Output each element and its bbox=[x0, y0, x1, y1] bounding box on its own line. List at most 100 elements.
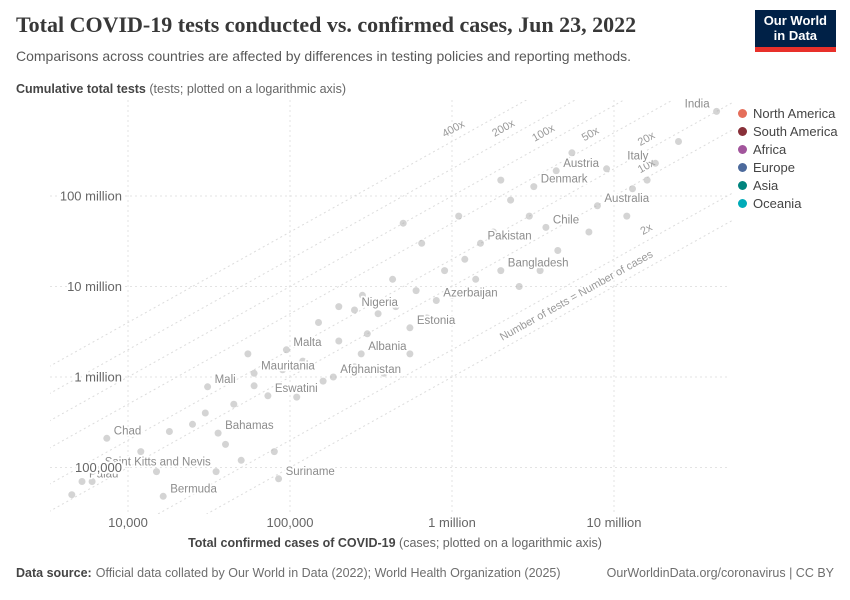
data-point[interactable] bbox=[507, 196, 515, 204]
owid-logo[interactable]: Our World in Data bbox=[754, 10, 836, 52]
data-point[interactable] bbox=[525, 212, 533, 220]
country-label-pakistan[interactable]: Pakistan bbox=[486, 229, 534, 245]
data-point-bangladesh[interactable] bbox=[497, 267, 505, 275]
data-point-eswatini[interactable] bbox=[264, 392, 272, 400]
data-point[interactable] bbox=[374, 310, 382, 318]
country-label-saint-kitts-and-nevis[interactable]: Saint Kitts and Nevis bbox=[103, 455, 213, 471]
country-label-bangladesh[interactable]: Bangladesh bbox=[506, 256, 570, 272]
data-point[interactable] bbox=[173, 484, 181, 492]
data-point[interactable] bbox=[189, 420, 196, 428]
data-point[interactable] bbox=[448, 291, 456, 299]
data-point[interactable] bbox=[643, 176, 651, 184]
country-label-eswatini[interactable]: Eswatini bbox=[273, 381, 319, 397]
country-label-australia[interactable]: Australia bbox=[603, 191, 652, 207]
country-label-india[interactable]: India bbox=[683, 97, 712, 113]
data-point[interactable] bbox=[418, 239, 426, 247]
country-label-chile[interactable]: Chile bbox=[551, 213, 581, 229]
data-point-saint-kitts-and-nevis[interactable] bbox=[94, 466, 102, 473]
data-point[interactable] bbox=[270, 448, 278, 456]
legend-item-europe[interactable]: Europe bbox=[738, 158, 838, 176]
data-point-denmark[interactable] bbox=[530, 183, 538, 191]
data-point[interactable] bbox=[117, 456, 125, 464]
data-point-nigeria[interactable] bbox=[351, 306, 358, 314]
country-label-albania[interactable]: Albania bbox=[366, 339, 408, 355]
country-label-azerbaijan[interactable]: Azerbaijan bbox=[442, 286, 500, 302]
data-point[interactable] bbox=[363, 330, 371, 338]
data-point[interactable] bbox=[392, 303, 400, 311]
data-point-mauritania[interactable] bbox=[250, 369, 258, 377]
data-point[interactable] bbox=[568, 149, 576, 157]
data-point-bahamas[interactable] bbox=[214, 429, 222, 437]
country-label-nigeria[interactable]: Nigeria bbox=[360, 295, 401, 311]
legend-item-asia[interactable]: Asia bbox=[738, 176, 838, 194]
data-point-chad[interactable] bbox=[103, 434, 111, 442]
data-point[interactable] bbox=[299, 357, 307, 365]
data-point[interactable] bbox=[165, 428, 173, 435]
data-point[interactable] bbox=[315, 319, 322, 326]
data-point[interactable] bbox=[153, 468, 160, 476]
country-label-estonia[interactable]: Estonia bbox=[415, 313, 457, 329]
data-point-mali[interactable] bbox=[204, 383, 212, 391]
data-point[interactable] bbox=[335, 337, 343, 345]
data-point[interactable] bbox=[222, 440, 229, 448]
data-point-chile[interactable] bbox=[542, 223, 550, 231]
country-label-chad[interactable]: Chad bbox=[112, 424, 143, 440]
data-point[interactable] bbox=[406, 350, 414, 358]
data-point[interactable] bbox=[68, 491, 76, 499]
owid-link[interactable]: OurWorldinData.org/coronavirus | CC BY bbox=[606, 566, 834, 580]
data-point[interactable] bbox=[554, 247, 562, 254]
country-label-austria[interactable]: Austria bbox=[561, 156, 601, 172]
country-label-malta[interactable]: Malta bbox=[292, 335, 324, 351]
data-point[interactable] bbox=[358, 291, 366, 299]
data-point[interactable] bbox=[441, 267, 449, 275]
data-point-palau[interactable] bbox=[78, 478, 86, 485]
data-point[interactable] bbox=[603, 165, 611, 173]
data-point-pakistan[interactable] bbox=[477, 239, 484, 247]
data-point[interactable] bbox=[515, 283, 523, 290]
data-point[interactable] bbox=[585, 228, 593, 236]
data-point[interactable] bbox=[497, 176, 505, 184]
data-point[interactable] bbox=[423, 314, 431, 322]
data-point[interactable] bbox=[455, 212, 463, 220]
legend-item-north-america[interactable]: North America bbox=[738, 104, 838, 122]
data-point[interactable] bbox=[250, 382, 258, 390]
data-point[interactable] bbox=[244, 350, 252, 358]
data-point[interactable] bbox=[261, 420, 269, 428]
data-point[interactable] bbox=[389, 275, 397, 283]
data-point[interactable] bbox=[623, 212, 631, 220]
data-point-austria[interactable] bbox=[552, 167, 560, 175]
country-label-palau[interactable]: Palau bbox=[87, 467, 120, 483]
country-label-denmark[interactable]: Denmark bbox=[539, 172, 589, 188]
data-point[interactable] bbox=[675, 138, 682, 145]
data-point[interactable] bbox=[88, 478, 96, 485]
data-point[interactable] bbox=[536, 267, 544, 275]
data-point[interactable] bbox=[319, 377, 327, 385]
data-point[interactable] bbox=[279, 366, 287, 374]
data-point[interactable] bbox=[399, 219, 407, 227]
data-point-azerbaijan[interactable] bbox=[432, 297, 440, 304]
data-point[interactable] bbox=[461, 255, 469, 263]
data-point[interactable] bbox=[212, 468, 220, 476]
country-label-afghanistan[interactable]: Afghanistan bbox=[339, 362, 403, 378]
data-point-italy[interactable] bbox=[651, 159, 659, 167]
country-label-italy[interactable]: Italy bbox=[626, 149, 651, 165]
data-point-australia[interactable] bbox=[593, 202, 601, 210]
country-label-mauritania[interactable]: Mauritania bbox=[259, 359, 317, 375]
data-point[interactable] bbox=[472, 275, 480, 283]
data-point[interactable] bbox=[380, 369, 388, 377]
data-point[interactable] bbox=[137, 448, 145, 456]
data-point[interactable] bbox=[335, 303, 343, 311]
country-label-bahamas[interactable]: Bahamas bbox=[223, 418, 275, 434]
data-point-estonia[interactable] bbox=[406, 324, 414, 332]
data-point[interactable] bbox=[230, 400, 238, 408]
country-label-bermuda[interactable]: Bermuda bbox=[168, 482, 219, 498]
legend-item-oceania[interactable]: Oceania bbox=[738, 194, 838, 212]
legend-item-africa[interactable]: Africa bbox=[738, 140, 838, 158]
data-point-afghanistan[interactable] bbox=[329, 373, 337, 381]
data-point[interactable] bbox=[201, 409, 209, 417]
data-point[interactable] bbox=[629, 185, 636, 193]
data-point-albania[interactable] bbox=[357, 350, 365, 358]
country-label-suriname[interactable]: Suriname bbox=[284, 464, 337, 480]
country-label-mali[interactable]: Mali bbox=[213, 372, 238, 388]
data-point[interactable] bbox=[237, 456, 245, 464]
